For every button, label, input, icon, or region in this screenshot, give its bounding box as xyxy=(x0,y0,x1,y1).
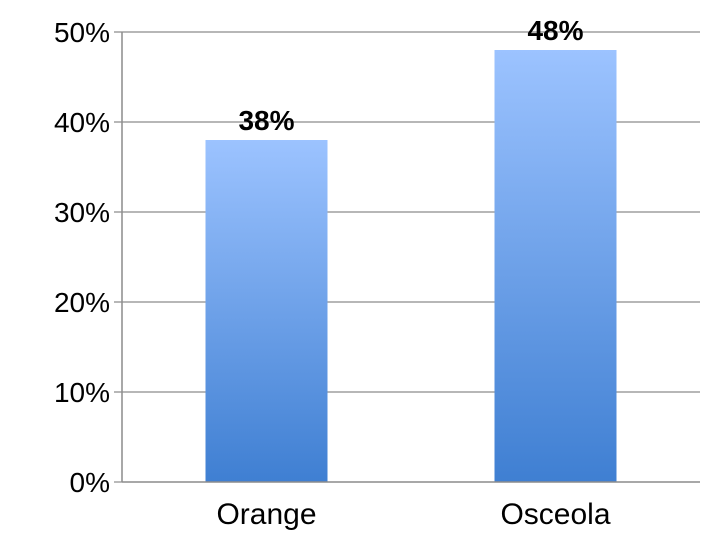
y-tick-label: 10% xyxy=(54,377,110,408)
data-labels: 38% 48% xyxy=(238,15,583,136)
bars xyxy=(205,50,617,482)
bar-orange xyxy=(205,140,328,482)
y-tick-label: 40% xyxy=(54,107,110,138)
axes xyxy=(121,32,700,483)
y-tick-label: 0% xyxy=(70,467,110,498)
y-axis-ticks: 0% 10% 20% 30% 40% 50% xyxy=(54,17,110,498)
y-tick-label: 50% xyxy=(54,17,110,48)
data-label: 38% xyxy=(238,105,294,136)
y-tick-label: 30% xyxy=(54,197,110,228)
data-label: 48% xyxy=(527,15,583,46)
x-tick-label: Orange xyxy=(216,498,316,531)
x-axis-ticks: Orange Osceola xyxy=(216,498,610,531)
y-tick-label: 20% xyxy=(54,287,110,318)
bar-osceola xyxy=(494,50,617,482)
x-tick-label: Osceola xyxy=(500,498,610,531)
